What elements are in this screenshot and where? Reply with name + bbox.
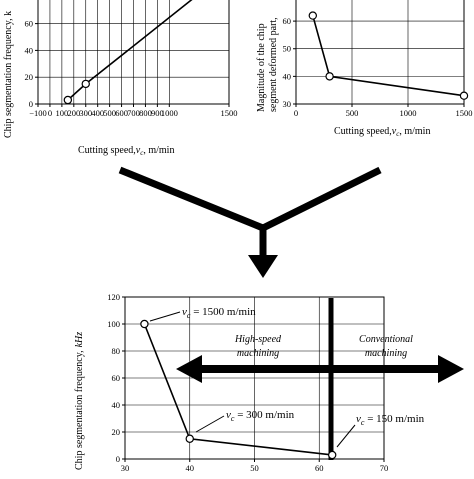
x-tick-label: 50: [250, 463, 259, 473]
region-label-high-speed-1: High-speed: [234, 334, 282, 345]
y-tick-label: 0: [29, 99, 33, 109]
y-tick-label: 60: [25, 19, 34, 29]
merge-arrows: [118, 166, 382, 278]
y-tick-label: 60: [112, 373, 121, 383]
annotation-150: vc = 150 m/min: [356, 413, 425, 427]
region-label-high-speed-2: machining: [237, 348, 279, 359]
data-point: [328, 450, 337, 460]
merge-arrow-right-stroke: [261, 166, 382, 232]
y-tick-label: 20: [25, 72, 34, 82]
chart-top-right: 0 500 1000 1500 30 40 50 60 Cutting speed,vc, m…: [256, 0, 473, 138]
x-tick-label: 500: [346, 108, 359, 118]
x-tick-label: 0: [48, 108, 52, 118]
y-tick-label: 20: [112, 427, 121, 437]
data-points-bottom: [140, 319, 337, 460]
x-tick-label: 1000: [161, 108, 178, 118]
double-arrow: [176, 355, 464, 383]
x-tick-label: 1500: [221, 108, 238, 118]
annotation-leader-300: [195, 415, 225, 433]
double-arrow-right-head: [438, 355, 464, 383]
data-point: [459, 91, 469, 100]
annotation-1500: vc = 1500 m/min: [182, 306, 256, 320]
double-arrow-left-head: [176, 355, 202, 383]
x-tick-label: 200: [67, 108, 80, 118]
y-tick-label: 80: [25, 0, 34, 2]
y-tick-label: 60: [283, 16, 292, 26]
region-label-conventional-1: Conventional: [359, 334, 413, 345]
x-tick-label: 700: [127, 108, 140, 118]
data-line-top-left: [67, 0, 193, 101]
tick-labels-bottom: 30 40 50 60 70 0 20 40 60 80 100 120: [107, 292, 388, 473]
region-label-conventional-2: machining: [365, 348, 407, 359]
x-tick-label: 30: [121, 463, 130, 473]
x-tick-label: 800: [139, 108, 152, 118]
x-tick-label: 0: [294, 108, 298, 118]
y-tick-label: 50: [283, 44, 292, 54]
data-point: [325, 72, 334, 81]
x-axis-label-top-left: Cutting speed,vc, m/min: [78, 145, 174, 157]
x-tick-label: 900: [151, 108, 164, 118]
x-tick-label: −100: [29, 108, 47, 118]
x-tick-label: 300: [79, 108, 92, 118]
y-tick-label: 30: [283, 99, 292, 109]
grid-top-right: [295, 0, 465, 105]
chart-bottom: 30 40 50 60 70 0 20 40 60 80 100 120 High-speed mac…: [74, 292, 464, 473]
annotation-leader-150: [336, 424, 356, 448]
y-tick-label: 0: [116, 454, 120, 464]
data-point: [308, 11, 317, 20]
merge-arrow-left-stroke: [118, 166, 265, 232]
x-tick-label: 70: [380, 463, 389, 473]
data-point: [140, 319, 149, 329]
x-tick-label: 60: [315, 463, 324, 473]
data-point: [81, 79, 90, 89]
grid-bottom: [124, 296, 385, 460]
plot-frame-top-right: [295, 0, 465, 105]
x-tick-label: 100: [56, 108, 69, 118]
y-tick-label: 40: [112, 400, 121, 410]
y-axis-label-bottom: Chip segmentation frequency,kHz: [74, 332, 85, 470]
x-tick-label: 40: [186, 463, 195, 473]
x-tick-label: 1500: [456, 108, 473, 118]
tick-labels-top-right: 0 500 1000 1500 30 40 50 60: [283, 16, 473, 118]
x-tick-label: 600: [115, 108, 128, 118]
x-tick-label: 1000: [400, 108, 417, 118]
data-line-top-right: [312, 15, 465, 97]
merge-arrow-head: [248, 255, 278, 278]
y-tick-label: 120: [107, 292, 120, 302]
x-tick-label: 500: [103, 108, 116, 118]
y-axis-label-top-left: Chip segmentation frequency, k: [3, 11, 14, 138]
y-axis-label-top-right-line1: Magnitude of the chip: [256, 23, 267, 112]
y-tick-label: 100: [107, 319, 120, 329]
data-point: [185, 434, 194, 443]
x-axis-label-top-right: Cutting speed,vc, m/min: [334, 126, 430, 138]
y-tick-label: 40: [25, 45, 34, 55]
x-tick-label: 400: [91, 108, 104, 118]
grid-top-left: [37, 0, 230, 105]
annotation-300: vc = 300 m/min: [226, 409, 295, 423]
data-points-top-left: [63, 79, 90, 105]
y-tick-label: 40: [283, 71, 292, 81]
annotation-leader-1500: [149, 311, 181, 322]
y-axis-label-top-right-line2: segment deformed part,: [268, 17, 279, 112]
data-point: [63, 95, 73, 105]
y-tick-label: 80: [112, 346, 121, 356]
data-points-top-right: [308, 11, 469, 100]
